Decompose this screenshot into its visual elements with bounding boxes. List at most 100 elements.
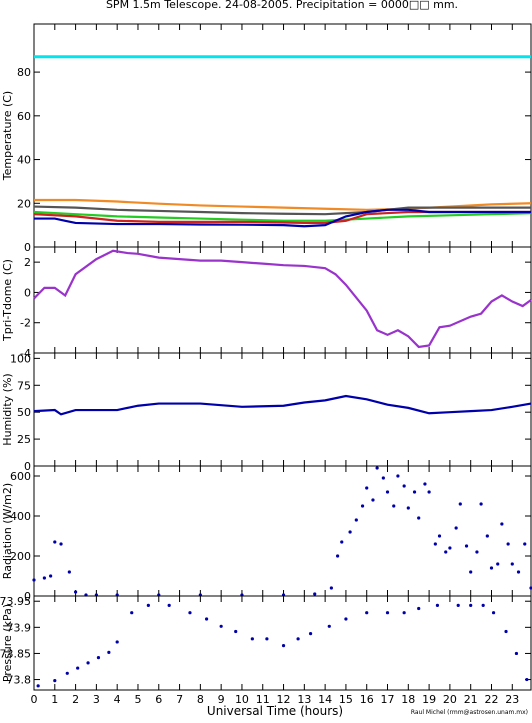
x-tick-label: 10 — [235, 693, 249, 706]
data-point — [412, 490, 417, 494]
panel-frame — [33, 595, 532, 691]
x-tick-label: 2 — [72, 693, 79, 706]
x-tick-label: 19 — [422, 693, 436, 706]
x-tick-label: 4 — [114, 693, 121, 706]
data-point — [437, 534, 442, 538]
x-tick-label: 23 — [505, 693, 519, 706]
y-tick-label: 25 — [17, 433, 31, 446]
data-point — [464, 544, 469, 548]
data-point — [188, 611, 192, 615]
data-point — [392, 504, 396, 508]
data-point — [42, 576, 46, 580]
data-point — [435, 603, 440, 608]
x-tick-label: 15 — [339, 693, 353, 706]
x-tick-label: 12 — [277, 693, 291, 706]
data-point — [417, 606, 421, 611]
chart-title: SPM 1.5m Telescope. 24-08-2005. Precipit… — [106, 0, 458, 11]
data-point — [250, 637, 254, 641]
x-tick-label: 5 — [134, 693, 141, 706]
y-tick-label: 80 — [17, 66, 31, 79]
x-tick-label: 8 — [197, 693, 204, 706]
series-line — [34, 208, 531, 228]
data-point — [500, 522, 504, 526]
data-point — [336, 554, 340, 558]
data-point — [308, 632, 313, 636]
x-tick-label: 20 — [443, 693, 457, 706]
x-tick-labels: 0 1 2 3 4 5 6 7 8 9 10 11 12 13 14 15 16 17 18 19 20 21 22 23 — [31, 693, 520, 706]
data-point — [234, 629, 238, 634]
data-point — [360, 504, 365, 508]
data-point — [475, 550, 479, 554]
panel-humidity: 0 25 50 75 100 Humidity (%) — [1, 352, 532, 473]
y-tick-label: 200 — [10, 550, 31, 563]
x-tick-label: 22 — [484, 693, 498, 706]
data-point — [504, 629, 508, 634]
data-point — [115, 640, 119, 644]
data-point — [146, 603, 150, 608]
data-point — [510, 562, 514, 566]
x-tick-label: 16 — [360, 693, 374, 706]
data-point — [86, 661, 90, 665]
data-point — [406, 506, 410, 510]
data-point — [354, 518, 358, 522]
y-axis-label: Temperature (C) — [1, 91, 14, 181]
data-point — [265, 637, 269, 641]
y-tick-label: 2 — [24, 256, 31, 269]
data-point — [496, 562, 500, 566]
data-point — [396, 474, 400, 478]
x-axis-label: Universal Time (hours) — [207, 704, 343, 718]
data-point — [329, 586, 333, 590]
panel-tdiff: -4 -2 0 2 Tpri-Tdome (C) — [1, 246, 532, 360]
data-point — [385, 490, 390, 494]
data-point — [96, 656, 101, 660]
y-axis-label: Humidity (%) — [1, 373, 14, 445]
data-point — [516, 570, 521, 574]
x-tick-label: 11 — [256, 693, 270, 706]
x-tick-label: 21 — [464, 693, 478, 706]
y-tick-label: 75 — [17, 379, 31, 392]
data-point — [481, 603, 485, 608]
y-tick-label: 0 — [24, 590, 31, 603]
y-tick-label: -2 — [20, 317, 31, 330]
y-axis-label: Tpri-Tdome (C) — [1, 259, 14, 342]
y-tick-label: 400 — [10, 510, 31, 523]
y-tick-label: 20 — [17, 197, 31, 210]
data-point — [525, 677, 529, 682]
y-axis-label: Pressure (kPa) — [1, 604, 14, 682]
data-point — [73, 590, 78, 594]
data-point — [444, 550, 448, 554]
panel-frame — [33, 465, 532, 597]
data-point — [219, 624, 223, 628]
series-line — [33, 210, 532, 222]
data-point — [53, 679, 57, 683]
data-point — [454, 526, 458, 530]
data-point — [479, 502, 483, 506]
data-point — [423, 482, 427, 486]
data-point — [523, 542, 527, 546]
data-point — [402, 484, 406, 488]
data-point — [469, 570, 473, 574]
data-point — [381, 476, 385, 480]
data-point — [491, 611, 496, 615]
x-tick-label: 18 — [401, 693, 415, 706]
data-point — [485, 534, 489, 538]
data-point — [67, 570, 71, 574]
data-point — [107, 650, 111, 655]
data-point — [167, 603, 171, 608]
y-tick-label: -4 — [20, 347, 31, 360]
data-point — [348, 530, 352, 534]
data-point — [313, 592, 317, 596]
x-tick-label: 17 — [381, 693, 395, 706]
series-line — [33, 205, 531, 216]
data-point — [365, 611, 369, 615]
data-point — [344, 617, 348, 621]
series-line — [33, 249, 532, 349]
data-point — [458, 502, 462, 506]
y-tick-label: 73.85 — [0, 647, 31, 660]
x-tick-label: 9 — [218, 693, 225, 706]
data-point — [402, 611, 406, 615]
